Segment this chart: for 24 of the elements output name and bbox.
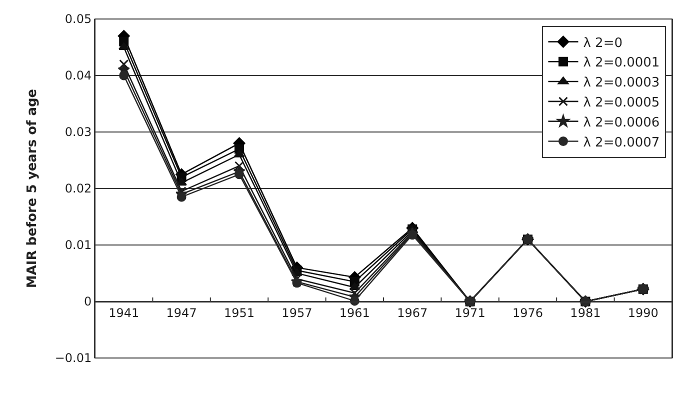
x-tick-label: 1976 xyxy=(512,306,544,320)
y-tick-label: 0.05 xyxy=(64,12,92,26)
x-tick-label: 1947 xyxy=(166,306,197,320)
legend-label: λ 2=0.0001 xyxy=(583,56,660,71)
legend-label: λ 2=0.0005 xyxy=(583,96,660,110)
y-tick-label: 0.04 xyxy=(64,68,92,83)
x-tick-label: 1951 xyxy=(224,306,255,320)
y-tick-label: 0.01 xyxy=(64,238,92,252)
x-tick-label: 1961 xyxy=(339,306,370,320)
y-tick-label: 0.03 xyxy=(64,125,92,140)
x-tick-label: 1971 xyxy=(454,306,486,320)
y-tick-label: 0.02 xyxy=(64,182,92,196)
legend-label: λ 2=0.0007 xyxy=(583,135,660,150)
x-tick-label: 1941 xyxy=(108,306,140,320)
x-tick-label: 1990 xyxy=(628,306,658,320)
x-tick-label: 1957 xyxy=(282,306,312,320)
legend-label: λ 2=0.0006 xyxy=(583,115,660,130)
x-tick-label: 1967 xyxy=(397,306,428,320)
legend-label: λ 2=0 xyxy=(583,36,622,51)
y-tick-label: −0.01 xyxy=(54,351,92,366)
x-tick-label: 1981 xyxy=(570,306,601,320)
legend-label: λ 2=0.0003 xyxy=(583,76,660,91)
y-axis-title: MAIR before 5 years of age xyxy=(24,88,40,288)
y-tick-label: 0 xyxy=(84,294,92,309)
